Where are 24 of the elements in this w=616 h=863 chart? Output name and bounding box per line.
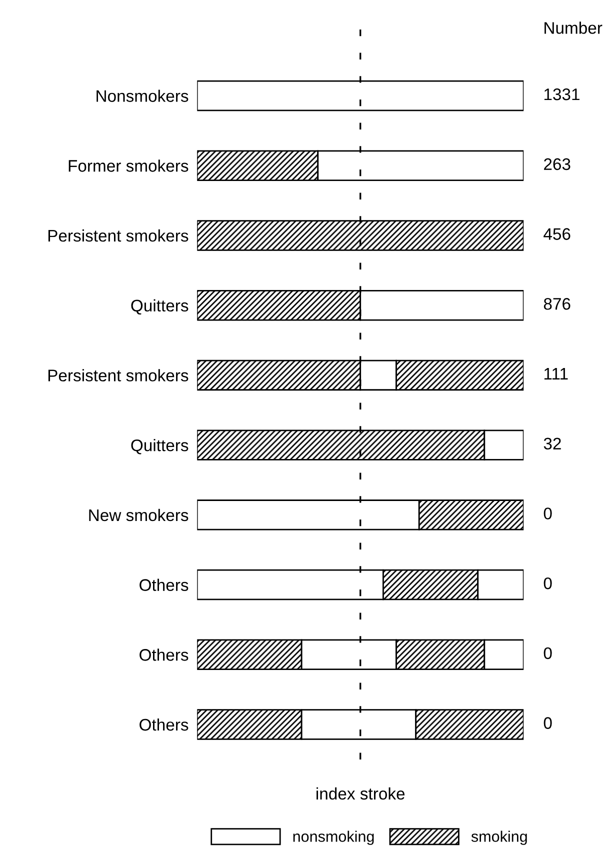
y-tick-label: Persistent smokers <box>48 369 188 382</box>
y-tick-label: New smokers <box>89 508 188 522</box>
text: 0 <box>544 577 552 590</box>
y-tick-label: Quitters <box>131 299 188 315</box>
ref-line-label: index stroke <box>316 787 405 800</box>
y-tick-label: Others <box>140 648 188 661</box>
legend-label: nonsmoking <box>293 830 374 845</box>
text: 1331 <box>544 88 580 100</box>
text: 456 <box>544 228 570 240</box>
y-tick-label: Others <box>140 718 188 731</box>
y-tick-label: Nonsmokers <box>96 90 188 102</box>
text: 0 <box>544 717 552 729</box>
text: 111 <box>544 368 568 380</box>
y-tick-label: Persistent smokers <box>48 229 188 242</box>
y-tick-label: Former smokers <box>68 160 188 172</box>
text: 0 <box>544 508 552 520</box>
text: 876 <box>544 298 570 310</box>
text: 0 <box>544 647 552 660</box>
text: 32 <box>544 438 561 450</box>
y-tick-label: Quitters <box>131 439 188 454</box>
text: 263 <box>544 158 570 170</box>
legend-label: smoking <box>471 830 527 845</box>
text: Number <box>544 22 602 34</box>
y-tick-label: Others <box>140 578 188 591</box>
